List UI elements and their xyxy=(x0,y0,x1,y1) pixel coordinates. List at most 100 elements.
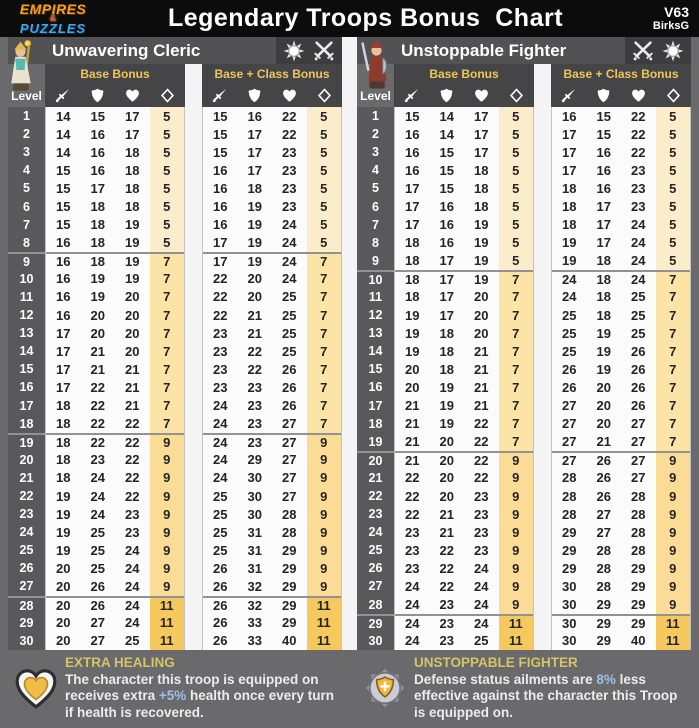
stat-cell-mana: 9 xyxy=(655,452,690,469)
stat-cell-health: 24 xyxy=(474,597,489,613)
stat-cell-health: 24 xyxy=(125,578,140,594)
stat-cell-defense: 18 xyxy=(90,235,105,251)
class-bonus-row: 25 30 27 9 xyxy=(203,486,341,506)
class-bonus-row: 25 19 25 7 xyxy=(552,324,690,343)
stat-cell-health: 18 xyxy=(474,180,489,196)
stat-cell-health: 19 xyxy=(125,271,140,287)
stat-cell-health: 22 xyxy=(631,126,646,142)
class-bonus-row: 16 17 23 5 xyxy=(203,161,341,180)
stat-cell-defense: 30 xyxy=(247,506,262,522)
level-cell: 17 xyxy=(19,398,34,413)
stat-cell-health: 18 xyxy=(125,144,140,160)
level-cell: 15 xyxy=(19,362,34,377)
class-bonus-row: 19 17 24 5 xyxy=(552,233,690,252)
stat-cell-defense: 25 xyxy=(90,542,105,558)
mana-diamond-icon xyxy=(499,84,534,107)
stat-cell-defense: 31 xyxy=(247,524,262,540)
stat-cell-health: 27 xyxy=(282,488,297,504)
stat-cell-attack: 21 xyxy=(405,434,420,450)
stat-cell-attack: 18 xyxy=(405,289,420,305)
heart-icon xyxy=(272,84,307,107)
stat-cell-mana: 5 xyxy=(655,125,690,144)
class-bonus-row: 30 28 29 9 xyxy=(552,577,690,596)
stat-cell-mana: 7 xyxy=(655,342,690,361)
stat-cell-mana: 5 xyxy=(149,107,184,126)
base-bonus-row: 20 26 24 11 xyxy=(46,595,184,614)
stat-cell-defense: 29 xyxy=(596,616,611,632)
base-bonus-row: 17 21 21 7 xyxy=(46,360,184,379)
stat-cell-health: 19 xyxy=(474,217,489,233)
stat-cell-health: 20 xyxy=(125,307,140,323)
stat-cell-mana: 7 xyxy=(498,271,533,288)
class-bonus-row: 29 28 29 9 xyxy=(552,559,690,578)
stat-cell-mana: 9 xyxy=(655,468,690,487)
footer-description: Defense status ailments are 8% less effe… xyxy=(414,671,678,720)
stat-cell-defense: 23 xyxy=(90,452,105,468)
sword-icon xyxy=(551,84,586,107)
stat-cell-defense: 21 xyxy=(247,325,262,341)
stat-cell-health: 27 xyxy=(282,470,297,486)
stat-cell-health: 29 xyxy=(282,578,297,594)
stat-icon-row xyxy=(45,84,185,107)
level-cell: 10 xyxy=(19,271,34,286)
stat-cell-mana: 7 xyxy=(655,287,690,307)
level-cell: 7 xyxy=(372,217,379,232)
stat-cell-mana: 9 xyxy=(655,523,690,542)
stat-cell-health: 25 xyxy=(474,633,489,649)
stat-cell-attack: 22 xyxy=(213,271,228,287)
base-bonus-row: 18 16 19 5 xyxy=(395,233,533,252)
stat-cell-health: 24 xyxy=(282,254,297,270)
stat-cell-attack: 19 xyxy=(56,488,71,504)
stat-cell-mana: 5 xyxy=(306,125,341,144)
class-bonus-row: 26 33 40 11 xyxy=(203,631,341,650)
level-column: Level 1 2 3 4 5 6 7 8 9 10 11 12 13 14 15 16 17 18 19 20 21 2… xyxy=(8,64,45,650)
class-bonus-row: 19 18 24 5 xyxy=(552,251,690,270)
stat-cell-defense: 29 xyxy=(596,597,611,613)
stat-cell-defense: 20 xyxy=(90,307,105,323)
stat-cell-health: 21 xyxy=(125,361,140,377)
base-bonus-row: 19 18 20 7 xyxy=(395,324,533,343)
level-cell: 26 xyxy=(19,561,34,576)
stat-cell-health: 24 xyxy=(125,615,140,631)
stat-cell-defense: 22 xyxy=(90,435,105,451)
stat-cell-mana: 5 xyxy=(306,107,341,126)
base-bonus-row: 19 24 23 9 xyxy=(46,505,184,524)
stat-cell-mana: 5 xyxy=(149,179,184,198)
base-bonus-row: 18 22 22 7 xyxy=(46,414,184,433)
stat-cell-attack: 23 xyxy=(213,361,228,377)
class-bonus-row: 16 15 22 5 xyxy=(552,107,690,126)
level-cell: 14 xyxy=(368,344,383,359)
stat-cell-mana: 11 xyxy=(498,631,533,650)
stat-cell-attack: 23 xyxy=(213,343,228,359)
stat-cell-attack: 27 xyxy=(562,416,577,432)
class-bonus-row: 24 18 25 7 xyxy=(552,287,690,307)
stat-cell-health: 24 xyxy=(282,217,297,233)
stat-cell-health: 26 xyxy=(631,361,646,377)
stat-cell-defense: 28 xyxy=(596,578,611,594)
stat-cell-defense: 27 xyxy=(90,633,105,649)
stat-cell-mana: 9 xyxy=(655,595,690,614)
stat-cell-health: 19 xyxy=(125,217,140,233)
class-bonus-row: 17 19 24 5 xyxy=(203,233,341,252)
stat-cell-attack: 19 xyxy=(56,524,71,540)
level-cell: 25 xyxy=(368,543,383,558)
stat-cell-health: 25 xyxy=(282,343,297,359)
stat-cell-attack: 19 xyxy=(562,253,577,269)
stat-cell-attack: 19 xyxy=(405,325,420,341)
stat-cell-attack: 18 xyxy=(56,435,71,451)
stat-cell-mana: 9 xyxy=(498,577,533,596)
class-bonus-row: 15 17 23 5 xyxy=(203,143,341,162)
highlight-value: 8% xyxy=(596,671,616,687)
stat-cell-mana: 5 xyxy=(149,161,184,180)
stat-cell-attack: 22 xyxy=(405,506,420,522)
stat-cell-defense: 22 xyxy=(439,578,454,594)
section-body: Level 1 2 3 4 5 6 7 8 9 10 11 12 13 14 15 16 17 18 19 20 21 2… xyxy=(8,64,342,650)
stat-cell-health: 22 xyxy=(282,126,297,142)
base-bonus-row: 19 24 22 9 xyxy=(46,486,184,506)
stat-cell-mana: 7 xyxy=(149,378,184,397)
stat-cell-attack: 17 xyxy=(56,379,71,395)
section-unwavering-cleric: Unwavering Cleric Level 1 2 3 4 5 6 7 8 9 10 11 12 1… xyxy=(8,37,342,728)
level-cell: 13 xyxy=(19,326,34,341)
class-bonus-row: 16 18 23 5 xyxy=(203,179,341,198)
stat-cell-mana: 9 xyxy=(306,505,341,524)
